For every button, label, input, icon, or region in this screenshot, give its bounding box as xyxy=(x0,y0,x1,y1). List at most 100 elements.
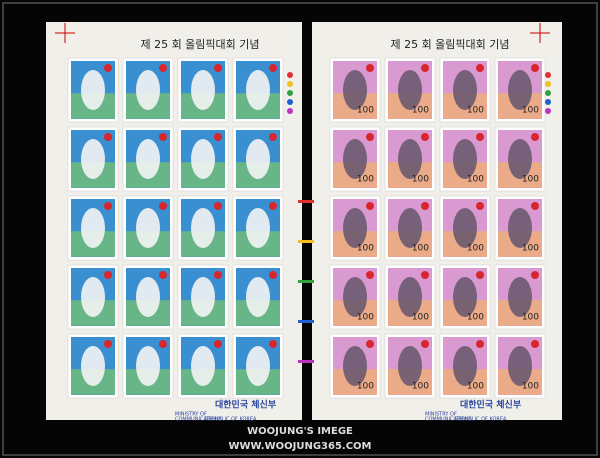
stamp-value: 100 xyxy=(467,106,484,116)
stamp-figure xyxy=(398,139,422,179)
color-dot xyxy=(287,99,293,105)
stamp-logo xyxy=(214,64,222,72)
sheet-title: 제 25 회 올림픽대회 기념 xyxy=(140,38,259,51)
color-dot xyxy=(287,108,293,114)
stamp-figure xyxy=(343,277,367,317)
stamp-figure xyxy=(343,208,367,248)
stamp-figure xyxy=(398,277,422,317)
stamp-figure xyxy=(343,346,367,386)
stamp-figure xyxy=(136,139,160,179)
stamp-value: 100 xyxy=(467,313,484,323)
stamp-logo xyxy=(159,340,167,348)
stamp-figure xyxy=(136,346,160,386)
stamp-logo xyxy=(366,133,374,141)
sheet-title: 제 25 회 올림픽대회 기념 xyxy=(390,38,509,51)
color-dot xyxy=(287,72,293,78)
stamp-logo xyxy=(476,64,484,72)
stamp-figure xyxy=(508,277,532,317)
margin-mark xyxy=(298,200,314,203)
stamp-logo xyxy=(269,64,277,72)
color-dot xyxy=(545,108,551,114)
stamp-figure xyxy=(246,208,270,248)
stamp-figure xyxy=(453,208,477,248)
stamp-logo xyxy=(531,340,539,348)
stamp-logo xyxy=(104,64,112,72)
color-dot xyxy=(287,81,293,87)
stamp-value: 100 xyxy=(467,382,484,392)
stamp-logo xyxy=(104,202,112,210)
stamp-figure xyxy=(191,70,215,110)
stamp-figure xyxy=(136,277,160,317)
stamp-logo xyxy=(159,202,167,210)
margin-mark xyxy=(298,360,314,363)
stamp-value: 100 xyxy=(412,244,429,254)
stamp-value: 100 xyxy=(357,106,374,116)
stamp-figure xyxy=(136,70,160,110)
stamp-figure xyxy=(508,346,532,386)
watermark-url: WWW.WOOJUNG365.COM xyxy=(229,441,372,452)
stamp-figure xyxy=(81,277,105,317)
stamp-figure xyxy=(191,346,215,386)
stamp-figure xyxy=(81,208,105,248)
stamp-figure xyxy=(343,139,367,179)
stamp-value: 100 xyxy=(357,175,374,185)
stamp-figure xyxy=(398,346,422,386)
stamp-logo xyxy=(476,133,484,141)
stamp-logo xyxy=(269,340,277,348)
stamp-logo xyxy=(269,202,277,210)
footer-english: MINISTRY OF xyxy=(175,412,207,418)
stamp-logo xyxy=(269,271,277,279)
stamp-logo xyxy=(476,202,484,210)
stamp-figure xyxy=(453,346,477,386)
stamp-figure xyxy=(398,70,422,110)
stamp-value: 100 xyxy=(357,313,374,323)
stamp-logo xyxy=(159,271,167,279)
stamp-figure xyxy=(508,139,532,179)
stamp-logo xyxy=(531,202,539,210)
stamp-figure xyxy=(343,70,367,110)
stamp-logo xyxy=(476,271,484,279)
stamp-value: 100 xyxy=(412,313,429,323)
stamp-figure xyxy=(191,208,215,248)
stamp-value: 100 xyxy=(467,175,484,185)
stamp-figure xyxy=(246,139,270,179)
stamp-figure xyxy=(81,70,105,110)
stamp-figure xyxy=(453,70,477,110)
stamp-value: 100 xyxy=(522,106,539,116)
watermark-name: WOOJUNG'S IMEGE xyxy=(247,426,353,437)
stamp-value: 100 xyxy=(522,313,539,323)
stamp-figure xyxy=(136,208,160,248)
stamp-logo xyxy=(214,202,222,210)
footer-korean: 대한민국 체신부 xyxy=(215,399,276,411)
stamp-figure xyxy=(81,346,105,386)
stamp-logo xyxy=(421,64,429,72)
stamp-logo xyxy=(421,340,429,348)
stamp-figure xyxy=(246,346,270,386)
stamp-logo xyxy=(214,340,222,348)
footer-korean: 대한민국 체신부 xyxy=(460,399,521,411)
stamp-logo xyxy=(214,271,222,279)
stamp-figure xyxy=(398,208,422,248)
stamp-value: 100 xyxy=(522,244,539,254)
stamp-figure xyxy=(246,277,270,317)
stamp-logo xyxy=(104,340,112,348)
stamp-logo xyxy=(366,340,374,348)
color-dot xyxy=(545,81,551,87)
stamp-figure xyxy=(191,277,215,317)
stamp-figure xyxy=(508,70,532,110)
color-dot xyxy=(545,99,551,105)
stamp-logo xyxy=(104,271,112,279)
stamp-figure xyxy=(453,277,477,317)
stamp-logo xyxy=(269,133,277,141)
stamp-logo xyxy=(421,133,429,141)
stamp-figure xyxy=(453,139,477,179)
stamp-figure xyxy=(508,208,532,248)
margin-mark xyxy=(298,280,314,283)
stamp-logo xyxy=(531,133,539,141)
stamp-figure xyxy=(191,139,215,179)
stamp-value: 100 xyxy=(522,175,539,185)
stamp-value: 100 xyxy=(412,382,429,392)
stamp-logo xyxy=(421,202,429,210)
